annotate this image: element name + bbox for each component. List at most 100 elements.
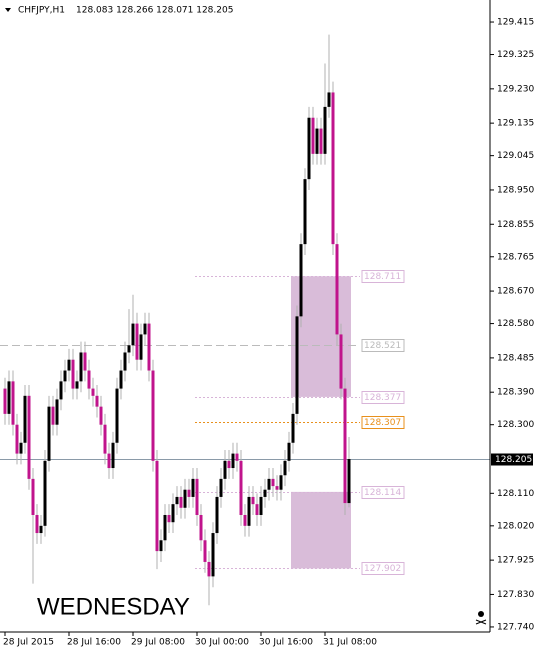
candle-body [75, 381, 79, 389]
y-tick-label: 129.325 [497, 50, 534, 60]
x-tick-label: 29 Jul 08:00 [131, 638, 185, 648]
candle-body [203, 540, 207, 562]
candle-body [163, 514, 167, 541]
candle-body [279, 475, 283, 490]
level-label: 128.711 [364, 272, 401, 282]
candle-body [199, 514, 203, 541]
candle-body [159, 540, 163, 552]
level-label-box [361, 339, 405, 352]
candle-body [143, 323, 147, 335]
candle-body [71, 359, 75, 389]
candle-body [151, 370, 155, 461]
current-price-label: 128.205 [495, 455, 532, 465]
candle-body [123, 352, 127, 371]
candle-body [63, 370, 67, 382]
candle-body [23, 395, 27, 443]
candle-body [175, 496, 179, 505]
candle-body [247, 496, 251, 526]
level-label-box [361, 391, 405, 404]
candle-body [251, 496, 255, 505]
level-label: 128.114 [364, 488, 401, 498]
y-tick-label: 128.110 [497, 489, 534, 499]
y-tick-label: 129.045 [497, 151, 534, 161]
candle-body [51, 406, 55, 425]
candle-body [99, 406, 103, 425]
day-annotation: WEDNESDAY [37, 593, 190, 620]
candle-body [231, 453, 235, 469]
candle-body [115, 388, 119, 443]
candle-body [179, 496, 183, 508]
candle-body [215, 496, 219, 534]
levels: 128.711 128.521 128.377 128.307 128.114 127.9… [0, 270, 490, 575]
candle-body [43, 460, 47, 526]
candle-body [195, 478, 199, 515]
candle-body [119, 370, 123, 389]
candle-body [131, 323, 135, 346]
candle-body [135, 323, 139, 360]
candle-body [3, 388, 7, 414]
candle-body [315, 128, 319, 154]
level-label-box [361, 270, 405, 283]
candle-body [59, 381, 63, 400]
candle-body [19, 442, 23, 454]
x-tick-label: 30 Jul 00:00 [195, 638, 249, 648]
candle-body [219, 478, 223, 497]
candle-body [235, 453, 239, 461]
y-tick-label: 127.925 [497, 556, 534, 566]
chart-title: CHFJPY,H1 [18, 6, 65, 16]
candle-body [31, 478, 35, 515]
y-tick-label: 128.485 [497, 353, 534, 363]
candle-body [79, 352, 83, 382]
candle-body [55, 399, 59, 425]
y-tick-label: 128.950 [497, 185, 534, 195]
candle-body [167, 514, 171, 523]
candle-body [103, 424, 107, 454]
y-tick-label: 129.230 [497, 84, 534, 94]
candle-body [35, 514, 39, 534]
skull-icon [475, 611, 487, 625]
candle-body [331, 92, 335, 245]
candle-body [267, 478, 271, 490]
candle-body [259, 496, 263, 515]
candles [3, 34, 351, 606]
header-values: 128.083 128.266 128.071 128.205 [76, 6, 233, 16]
y-tick-label: 128.580 [497, 319, 534, 329]
level-label-box [361, 416, 405, 429]
candle-body [171, 504, 175, 523]
candle-body [47, 406, 51, 461]
candle-body [7, 381, 11, 414]
y-tick-label: 127.740 [497, 622, 534, 632]
candle-body [191, 478, 195, 497]
candle-body [263, 489, 267, 497]
candle-body [271, 478, 275, 487]
candle-body [127, 345, 131, 353]
level-label-box [361, 562, 405, 575]
candle-body [227, 460, 231, 469]
candle-body [307, 117, 311, 180]
candle-body [347, 459, 351, 504]
candle-body [155, 460, 159, 552]
x-tick-label: 31 Jul 08:00 [323, 638, 377, 648]
y-tick-label: 128.390 [497, 388, 534, 398]
candle-body [107, 453, 111, 469]
y-tick-label: 128.670 [497, 287, 534, 297]
candle-body [91, 388, 95, 396]
candle-body [275, 486, 279, 490]
level-label: 128.521 [364, 341, 401, 351]
y-tick-label: 128.020 [497, 521, 534, 531]
candle-body [327, 92, 331, 107]
y-tick-label: 129.135 [497, 119, 534, 129]
candle-body [291, 413, 295, 443]
candle-body [295, 316, 299, 414]
y-tick-label: 128.300 [497, 420, 534, 430]
candle-body [243, 514, 247, 526]
level-label-box [361, 486, 405, 499]
menu-triangle [5, 8, 11, 12]
level-label: 128.307 [364, 418, 401, 428]
candle-body [323, 106, 327, 154]
candle-body [27, 395, 31, 479]
candle-body [147, 323, 151, 371]
x-tick-label: 28 Jul 16:00 [67, 638, 121, 648]
